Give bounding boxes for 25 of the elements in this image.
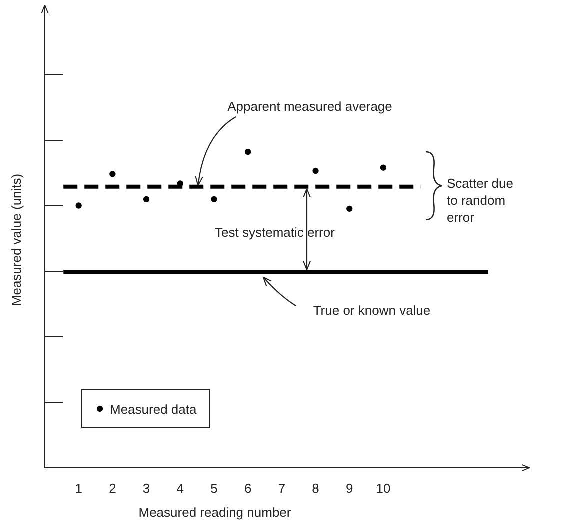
point: [312, 168, 319, 174]
annotation: Apparent measured average: [228, 99, 392, 114]
point: [110, 171, 116, 178]
legend-label: Measured data: [110, 402, 198, 417]
x-tick-label: 7: [278, 481, 286, 496]
point: [211, 196, 218, 203]
x-tick-label: 10: [376, 481, 391, 496]
y-axis-title: Measured value (units): [9, 174, 24, 306]
x-tick-label: 1: [75, 481, 82, 496]
annotation: True or known value: [313, 303, 431, 318]
annotation: Scatter due to random error: [447, 176, 514, 225]
point: [346, 206, 353, 212]
x-tick-label: 4: [176, 481, 184, 496]
x-tick-label: 5: [210, 481, 218, 496]
x-tick-label: 2: [109, 481, 116, 496]
x-axis-title: Measured reading number: [138, 505, 292, 520]
x-tick-label: 3: [142, 481, 150, 496]
x-tick-label: 6: [244, 481, 252, 496]
point: [143, 196, 150, 203]
point: [380, 164, 387, 171]
point: [244, 148, 252, 156]
annotation: Test systematic error: [215, 225, 336, 240]
x-tick-label: 8: [312, 481, 320, 496]
point: [76, 202, 82, 209]
x-tick-label: 9: [346, 481, 354, 496]
